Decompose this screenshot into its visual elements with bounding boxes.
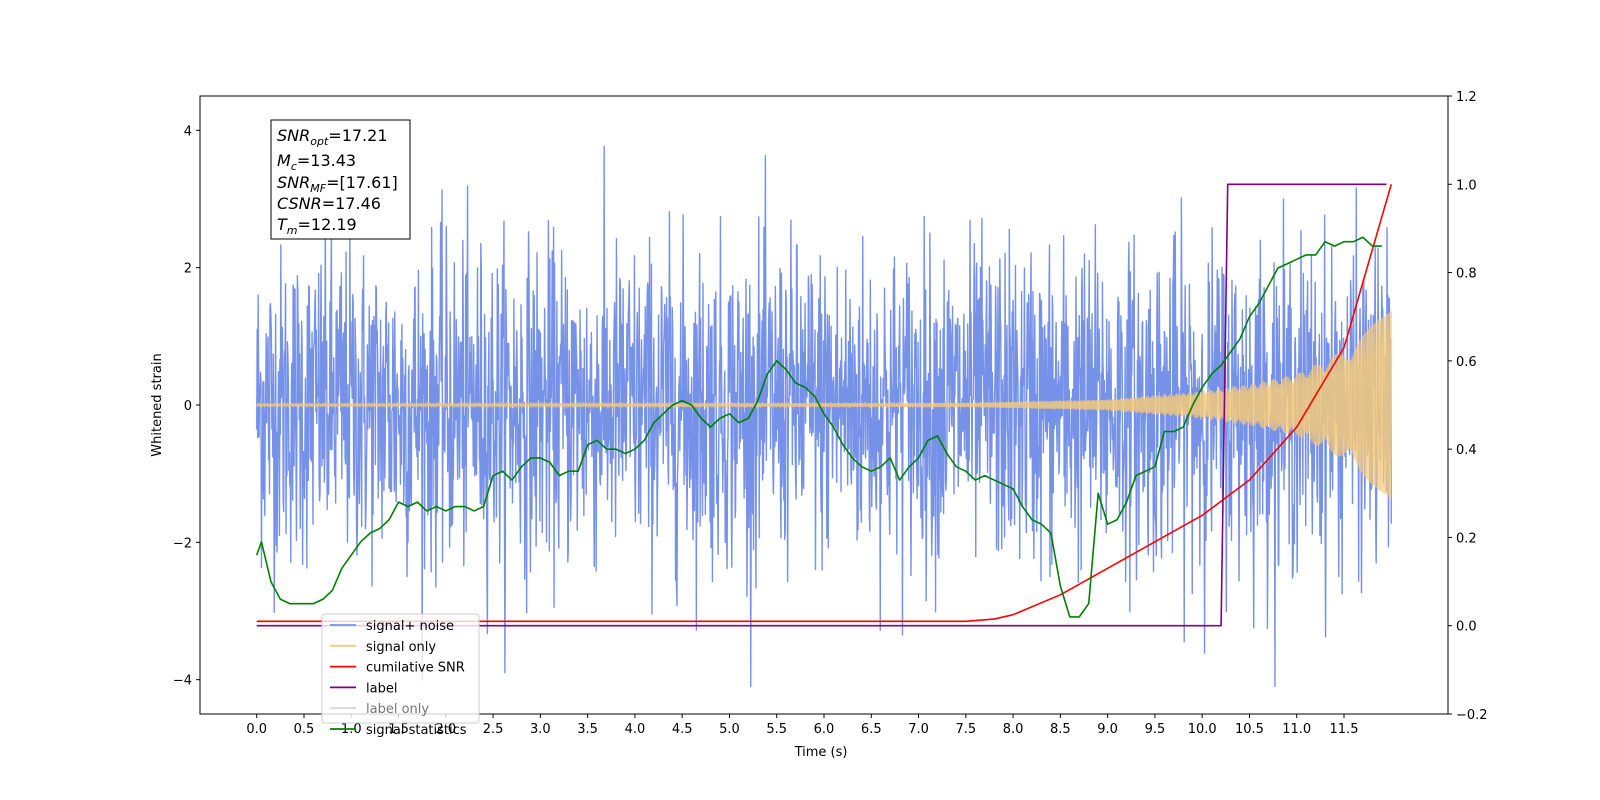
y-tick-label: −4: [173, 674, 192, 689]
signal-only-series: [256, 310, 1392, 499]
legend-label-signal-statistics: signal statistics: [366, 723, 467, 738]
x-tick-label: 5.5: [766, 722, 787, 737]
x-tick-label: 9.5: [1145, 722, 1166, 737]
line-series-group: [255, 183, 1393, 627]
y2-tick-label: −0.2: [1456, 708, 1488, 723]
y-tick-label: −2: [173, 536, 192, 551]
signal-only-line: [256, 310, 1392, 499]
cumilative-snr-line: [256, 184, 1393, 623]
y2-axis-ticks: 1.2 1.0 0.8 0.6 0.4 0.2 0.0 −0.2: [1448, 90, 1488, 723]
x-axis-ticks: 0.0 0.5 1.0 1.5 2.0 2.5 3.0 3.5 4.0 4.5 5.0 5.5 6.0 6…: [246, 714, 1358, 737]
x-tick-label: 8.0: [1003, 722, 1024, 737]
x-tick-label: 7.0: [908, 722, 929, 737]
x-tick-label: 5.0: [719, 722, 740, 737]
label-line: [256, 183, 1387, 627]
info-box-frame: [270, 119, 411, 240]
x-tick-label: 6.0: [814, 722, 835, 737]
x-tick-label: 11.5: [1330, 722, 1359, 737]
x-axis-label: Time (s): [794, 745, 848, 760]
y2-tick-label: 1.0: [1456, 178, 1477, 193]
signal-statistics-line: [255, 236, 1382, 618]
x-tick-label: 0.0: [246, 722, 267, 737]
x-tick-label: 0.5: [294, 722, 315, 737]
legend: signal+ noise signal only cumilative SNR la…: [321, 613, 480, 738]
x-tick-label: 3.5: [577, 722, 598, 737]
legend-label-signal-noise: signal+ noise: [366, 619, 454, 634]
x-tick-label: 4.5: [672, 722, 693, 737]
legend-label-label-only: label only: [366, 702, 429, 717]
signal-noise-series: [256, 145, 1392, 688]
info-mc: Mc=13.43: [277, 151, 356, 173]
x-tick-label: 11.0: [1282, 722, 1311, 737]
x-tick-label: 7.5: [955, 722, 976, 737]
y-tick-label: 0: [184, 399, 192, 414]
x-tick-label: 10.5: [1235, 722, 1264, 737]
y2-tick-label: 0.6: [1456, 355, 1477, 370]
info-csnr: CSNR=17.46: [277, 194, 381, 213]
y2-tick-label: 0.4: [1456, 443, 1477, 458]
y2-tick-label: 0.2: [1456, 531, 1477, 546]
y2-tick-label: 1.2: [1456, 90, 1477, 105]
y-axis-ticks: 4 2 0 −2 −4: [173, 124, 200, 689]
info-snr-mf: SNRMF=[17.61]: [277, 173, 398, 195]
x-tick-label: 9.0: [1097, 722, 1118, 737]
x-tick-label: 4.0: [625, 722, 646, 737]
x-tick-label: 1.5: [388, 722, 409, 737]
y-axis-label: Whitened strain: [150, 353, 165, 456]
x-tick-label: 8.5: [1050, 722, 1071, 737]
signal-noise-line: [256, 145, 1392, 688]
legend-label-signal-only: signal only: [366, 640, 436, 655]
info-box: SNRopt=17.21 Mc=13.43 SNRMF=[17.61] CSNR…: [270, 119, 411, 240]
legend-label-cumilative-snr: cumilative SNR: [366, 661, 465, 676]
y-tick-label: 4: [184, 124, 192, 139]
x-tick-label: 2.0: [435, 722, 456, 737]
info-snr-opt: SNRopt=17.21: [277, 126, 388, 148]
x-tick-label: 3.0: [530, 722, 551, 737]
x-tick-label: 2.5: [483, 722, 504, 737]
legend-frame: [321, 613, 480, 724]
x-tick-label: 10.0: [1188, 722, 1217, 737]
y2-tick-label: 0.0: [1456, 620, 1477, 635]
y-tick-label: 2: [184, 262, 192, 277]
x-tick-label: 6.5: [861, 722, 882, 737]
y2-tick-label: 0.8: [1456, 267, 1477, 282]
info-tm: Tm=12.19: [277, 215, 357, 237]
legend-label-label: label: [366, 681, 397, 696]
